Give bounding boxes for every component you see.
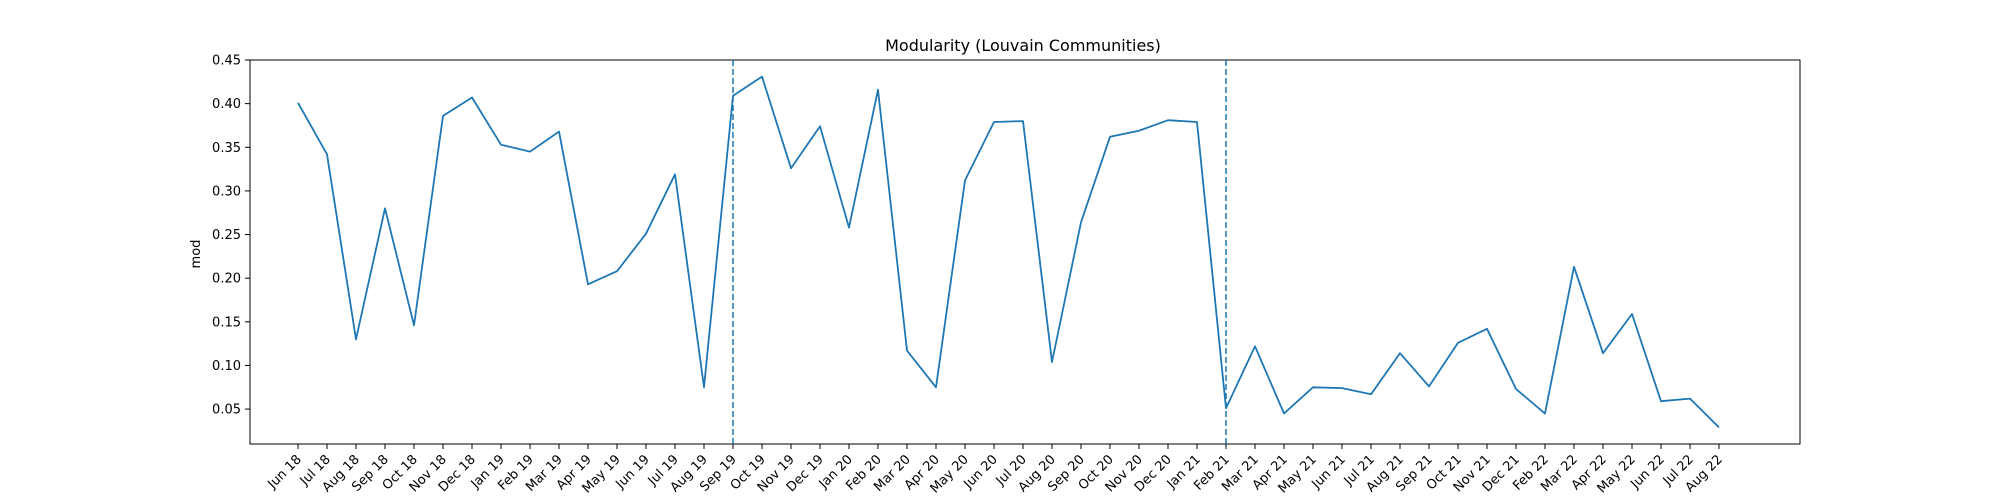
plot-frame — [249, 59, 1801, 445]
y-tick-label: 0.40 — [212, 97, 241, 112]
y-tick-label: 0.35 — [212, 141, 241, 156]
y-tick-label: 0.10 — [212, 359, 241, 374]
x-tick-label: Jun 18 — [265, 452, 305, 492]
y-axis-label: mod — [189, 240, 204, 269]
y-tick-label: 0.25 — [212, 228, 241, 243]
y-tick-label: 0.15 — [212, 315, 241, 330]
y-tick-label: 0.05 — [212, 403, 241, 418]
y-tick-label: 0.45 — [212, 54, 241, 69]
series-line — [297, 75, 1720, 429]
chart-title: Modularity (Louvain Communities) — [885, 36, 1161, 55]
y-tick-label: 0.30 — [212, 184, 241, 199]
plot-area: 0.05 0.10 0.15 0.20 0.25 0.30 0.35 0.40 0.45 Jun … — [212, 54, 1801, 496]
y-tick-label: 0.20 — [212, 272, 241, 287]
